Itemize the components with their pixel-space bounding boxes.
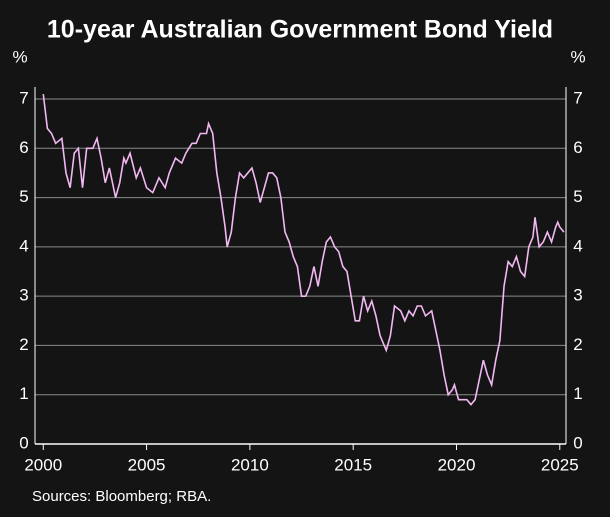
- y-tick-label: 6: [19, 138, 28, 157]
- y-axis-label: %: [12, 47, 27, 66]
- y-tick-label: 4: [19, 236, 28, 255]
- y2-tick-label: 6: [573, 138, 582, 157]
- y-tick-label: 2: [19, 335, 28, 354]
- source-note: Sources: Bloomberg; RBA.: [32, 488, 211, 505]
- y2-tick-label: 1: [573, 384, 582, 403]
- x-tick-label: 2025: [541, 455, 579, 474]
- y-tick-label: 7: [19, 88, 28, 107]
- y2-tick-label: 0: [573, 433, 582, 452]
- y2-tick-label: 5: [573, 187, 582, 206]
- y-tick-label: 3: [19, 286, 28, 305]
- chart-title: 10-year Australian Government Bond Yield: [47, 16, 553, 44]
- y2-tick-label: 3: [573, 286, 582, 305]
- y2-tick-label: 4: [573, 236, 582, 255]
- y2-tick-label: 2: [573, 335, 582, 354]
- y-tick-label: 5: [19, 187, 28, 206]
- x-tick-label: 2000: [24, 455, 62, 474]
- y2-tick-label: 7: [573, 88, 582, 107]
- x-tick-label: 2010: [231, 455, 269, 474]
- x-tick-label: 2015: [334, 455, 372, 474]
- y-tick-label: 1: [19, 384, 28, 403]
- data-line: [42, 93, 565, 406]
- x-tick-label: 2020: [438, 455, 476, 474]
- y2-axis-label: %: [570, 47, 585, 66]
- y-tick-label: 0: [19, 433, 28, 452]
- x-tick-label: 2005: [128, 455, 166, 474]
